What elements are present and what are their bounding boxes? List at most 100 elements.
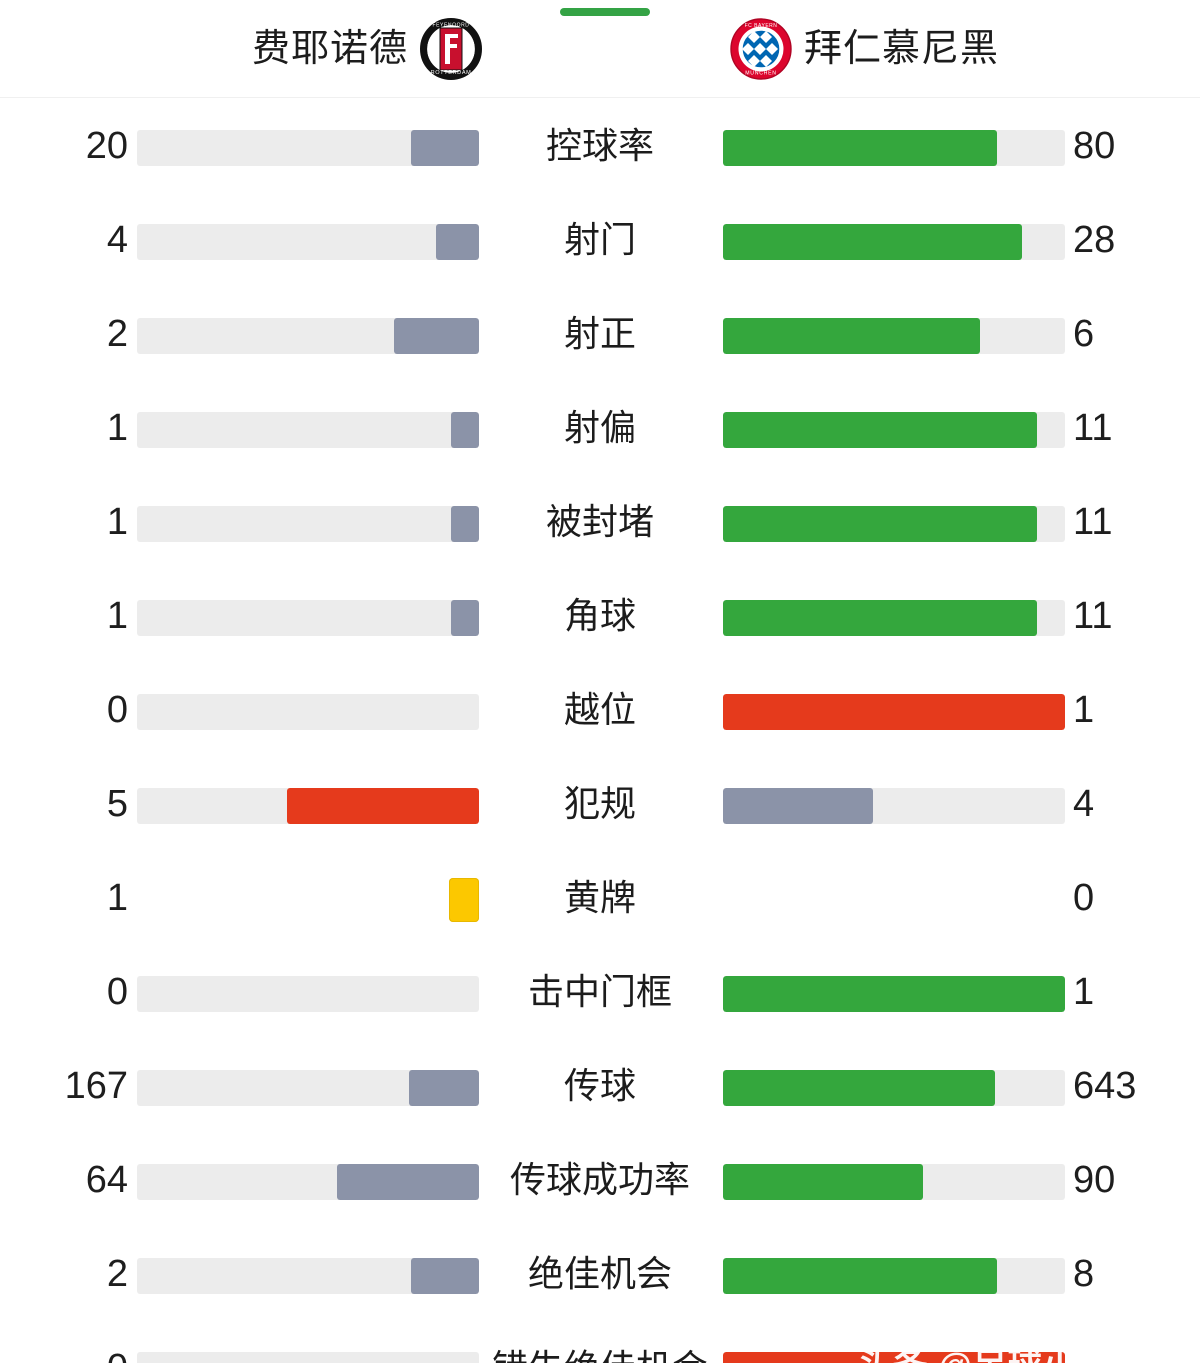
away-bar-fill [723,318,980,354]
stat-label: 黄牌 [563,877,636,918]
away-side: 28 [710,193,1160,287]
away-side: 11 [710,381,1160,475]
away-bar-track [723,318,1065,354]
home-bar-fill [436,224,479,260]
away-value: 28 [1073,219,1116,261]
away-bar-fill [723,1258,997,1294]
home-side: 5 [40,757,490,851]
away-value: 6 [1073,313,1095,355]
stat-row: 4 射门 28 [0,193,1200,287]
away-bar-track [723,976,1065,1012]
stat-label: 传球 [563,1065,636,1106]
home-value: 0 [106,971,128,1013]
home-side: 1 [40,381,490,475]
home-value: 4 [106,219,128,261]
home-side: 0 [40,663,490,757]
away-value: 11 [1073,595,1113,637]
away-bar-fill [723,1070,995,1106]
home-bar-track [137,130,479,166]
home-side: 2 [40,1227,490,1321]
stat-row: 1 黄牌 0 [0,851,1200,945]
bayern-munich-crest-icon: FC BAYERN MUNCHEN [730,18,792,80]
svg-text:ROTTERDAM: ROTTERDAM [431,70,472,76]
home-bar-track [137,788,479,824]
active-tab-indicator[interactable] [560,8,650,16]
stat-label: 控球率 [545,125,654,166]
away-side: 643 [710,1039,1160,1133]
away-bar-track [723,506,1065,542]
home-bar-fill [287,788,479,824]
away-bar-fill [723,412,1037,448]
away-team-name: 拜仁慕尼黑 [804,28,1000,70]
away-bar-fill [723,976,1065,1012]
home-bar-track [137,224,479,260]
home-bar-track [137,1070,479,1106]
home-side: 0 [40,1321,490,1363]
home-bar-fill [410,130,479,166]
stat-label: 错失绝佳机会 [490,1321,710,1363]
stat-label: 射门 [563,219,636,260]
home-bar-track [137,1258,479,1294]
stat-row: 0 击中门框 1 [0,945,1200,1039]
away-side: 11 [710,475,1160,569]
home-side: 64 [40,1133,490,1227]
home-bar-track [137,976,479,1012]
yellow-card-icon [449,878,479,922]
home-bar-fill [393,318,479,354]
home-value: 0 [40,1321,128,1363]
home-side: 1 [40,475,490,569]
svg-text:MUNCHEN: MUNCHEN [745,71,776,77]
away-value: 4 [1073,783,1095,825]
home-value: 64 [85,1159,128,1201]
away-side: 4 [710,757,1160,851]
home-value: 1 [106,407,128,449]
home-value: 1 [106,595,128,637]
away-bar-track [723,224,1065,260]
away-team[interactable]: FC BAYERN MUNCHEN 拜仁慕尼黑 [730,16,999,82]
stat-row: 64 传球成功率 90 [0,1133,1200,1227]
stat-label: 击中门框 [527,971,672,1012]
away-side: 90 [710,1133,1160,1227]
away-value: 11 [1073,407,1113,449]
stat-row: 0 越位 1 [0,663,1200,757]
stat-row: 0 错失绝佳机会 [0,1321,1200,1363]
home-bar-track [137,1164,479,1200]
home-bar-track [137,600,479,636]
stat-label: 犯规 [563,783,636,824]
home-side: 20 [40,99,490,193]
home-value: 1 [106,877,128,919]
away-side: 1 [710,663,1160,757]
away-value: 643 [1073,1065,1137,1107]
stat-label: 绝佳机会 [527,1253,672,1294]
home-value: 2 [106,1253,128,1295]
away-value: 1 [1073,971,1095,1013]
away-side: 6 [710,287,1160,381]
away-bar-track [723,600,1065,636]
stat-label: 射正 [563,313,636,354]
away-bar-fill [723,1352,1065,1363]
home-bar-fill [410,1258,479,1294]
away-bar-track [723,1070,1065,1106]
home-bar-track [137,1352,479,1363]
match-header: 费耶诺德 ROTTERDAM FEYENOORD [0,0,1200,98]
stat-row: 167 传球 643 [0,1039,1200,1133]
away-value: 0 [1073,877,1095,919]
home-team[interactable]: 费耶诺德 ROTTERDAM FEYENOORD [252,16,483,82]
away-bar-track [723,694,1065,730]
away-bar-track [723,130,1065,166]
away-bar-fill [723,788,874,824]
away-bar-track [723,1258,1065,1294]
svg-text:FC BAYERN: FC BAYERN [745,23,778,29]
away-bar-track [723,1352,1065,1363]
away-bar-fill [723,1164,923,1200]
stat-label: 越位 [563,689,636,730]
feyenoord-crest-icon: ROTTERDAM FEYENOORD [420,18,483,80]
home-bar-fill [450,412,479,448]
stat-label: 射偏 [563,407,636,448]
stat-row: 2 绝佳机会 8 [0,1227,1200,1321]
home-value: 167 [64,1065,128,1107]
away-side: 80 [710,99,1160,193]
home-bar-track [137,694,479,730]
home-team-name: 费耶诺德 [252,28,409,70]
